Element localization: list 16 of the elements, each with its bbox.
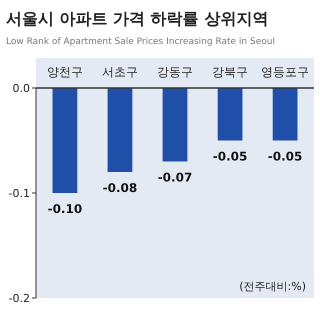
annotation: (전주대비:%) [239,280,306,293]
chart-title: 서울시 아파트 가격 하락률 상위지역 [6,9,268,28]
x-tick-label: 강북구 [212,65,248,79]
x-tick-label: 양천구 [46,65,83,79]
chart-subtitle: Low Rank of Apartment Sale Prices Increasing Rate in Seoul [6,37,275,47]
y-tick-label: -0.2 [8,292,30,305]
y-tick-label: -0.1 [8,187,30,200]
x-tick-label: 강동구 [157,65,193,79]
data-label: -0.05 [268,150,302,164]
data-label: -0.10 [48,202,82,216]
data-label: -0.08 [102,181,138,195]
y-tick-label: 0.0 [12,82,30,95]
data-label: -0.07 [158,170,192,184]
x-tick-label: 서초구 [102,65,138,79]
x-tick-label: 영등포구 [261,65,310,79]
data-label: -0.05 [212,150,248,164]
